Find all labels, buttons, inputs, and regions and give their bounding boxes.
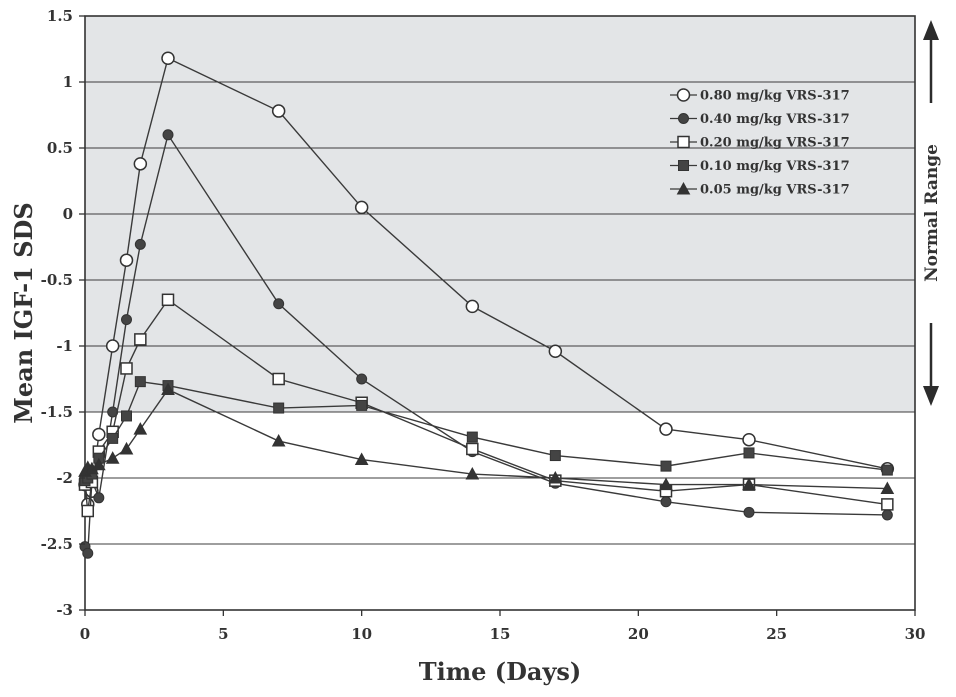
data-point <box>273 402 285 414</box>
data-point <box>133 422 148 435</box>
data-point <box>743 506 755 518</box>
data-point <box>354 200 369 215</box>
normal-range-indicator: Normal Range <box>922 20 942 406</box>
arrow-head-up <box>923 20 939 40</box>
x-tick-label: 10 <box>351 625 372 643</box>
y-axis-ticks: 1.5 1 0.5 0 -0.5 -1 -1.5 -2 -2.5 -3 <box>41 7 85 619</box>
y-tick-label: -2.5 <box>41 535 73 553</box>
x-tick-label: 15 <box>490 625 511 643</box>
x-tick-label: 5 <box>218 625 228 643</box>
data-point <box>119 441 134 455</box>
data-point <box>466 442 479 456</box>
data-point <box>354 452 369 466</box>
y-tick-label: 0 <box>63 205 73 223</box>
data-point <box>105 451 120 464</box>
data-point <box>742 477 756 491</box>
data-point <box>119 253 134 267</box>
legend-label: 0.05 mg/kg VRS-317 <box>700 183 850 198</box>
data-point <box>660 460 672 472</box>
data-point <box>105 339 120 353</box>
data-point <box>91 457 106 471</box>
data-point <box>81 504 95 518</box>
x-tick-label: 30 <box>905 625 926 643</box>
y-tick-label: 1.5 <box>47 7 73 25</box>
y-tick-label: -0.5 <box>41 271 73 289</box>
x-axis-title: Time (Days) <box>419 657 582 686</box>
legend-item: 0.05 mg/kg VRS-317 <box>670 181 850 198</box>
legend-item: 0.80 mg/kg VRS-317 <box>670 88 850 104</box>
legend-marker <box>677 135 690 149</box>
data-point <box>743 447 755 459</box>
legend-label: 0.20 mg/kg VRS-317 <box>700 136 850 151</box>
legend-item: 0.40 mg/kg VRS-317 <box>670 112 850 127</box>
x-tick-label: 25 <box>766 625 787 643</box>
y-axis-title: Mean IGF-1 SDS <box>9 202 38 423</box>
data-point <box>161 51 175 65</box>
data-point <box>161 293 175 307</box>
data-point <box>466 431 478 443</box>
data-point <box>660 496 672 508</box>
y-tick-label: -3 <box>56 601 73 619</box>
data-point <box>881 464 893 476</box>
legend-marker <box>676 88 691 102</box>
data-point <box>134 333 147 346</box>
series-5 <box>78 382 895 495</box>
series-layer <box>78 51 895 559</box>
data-point <box>659 477 673 491</box>
data-point <box>465 466 480 480</box>
y-tick-label: -1.5 <box>41 403 73 421</box>
data-point <box>548 344 563 359</box>
x-axis-ticks: 0 5 10 15 20 25 30 <box>80 610 926 643</box>
legend: 0.80 mg/kg VRS-317 0.40 mg/kg VRS-317 0.20… <box>670 88 850 198</box>
data-point <box>161 382 175 396</box>
data-point <box>271 104 286 118</box>
data-point <box>659 422 673 436</box>
data-point <box>356 399 368 411</box>
data-point <box>134 238 146 250</box>
data-point <box>121 410 132 422</box>
data-point <box>133 157 148 171</box>
x-tick-label: 20 <box>628 625 649 643</box>
data-point <box>465 299 480 314</box>
legend-item: 0.10 mg/kg VRS-317 <box>670 159 850 174</box>
data-point <box>548 470 563 484</box>
legend-label: 0.10 mg/kg VRS-317 <box>700 159 850 174</box>
legend-marker <box>678 113 689 124</box>
arrow-head-down <box>923 386 939 406</box>
data-point <box>273 298 285 310</box>
data-point <box>121 314 132 326</box>
legend-label: 0.40 mg/kg VRS-317 <box>700 112 850 127</box>
data-point <box>271 433 286 447</box>
legend-label: 0.80 mg/kg VRS-317 <box>700 89 850 104</box>
data-point <box>742 432 756 447</box>
data-point <box>120 362 133 375</box>
data-point <box>356 373 368 385</box>
legend-marker <box>676 181 691 195</box>
data-point <box>92 427 106 442</box>
data-point <box>272 372 285 386</box>
normal-range-label: Normal Range <box>922 144 942 282</box>
y-tick-label: -1 <box>56 337 73 355</box>
y-tick-label: 1 <box>63 73 73 91</box>
data-point <box>93 492 105 504</box>
data-point <box>134 376 146 388</box>
data-point <box>82 547 94 559</box>
data-point <box>549 450 561 462</box>
legend-item: 0.20 mg/kg VRS-317 <box>670 136 850 151</box>
legend-marker <box>678 160 689 171</box>
data-point <box>880 481 895 495</box>
y-tick-label: 0.5 <box>47 139 73 157</box>
data-point <box>162 129 174 141</box>
data-point <box>881 498 894 511</box>
data-point <box>881 509 893 521</box>
x-tick-label: 0 <box>80 625 90 643</box>
y-tick-label: -2 <box>56 469 73 487</box>
data-point <box>107 432 119 444</box>
